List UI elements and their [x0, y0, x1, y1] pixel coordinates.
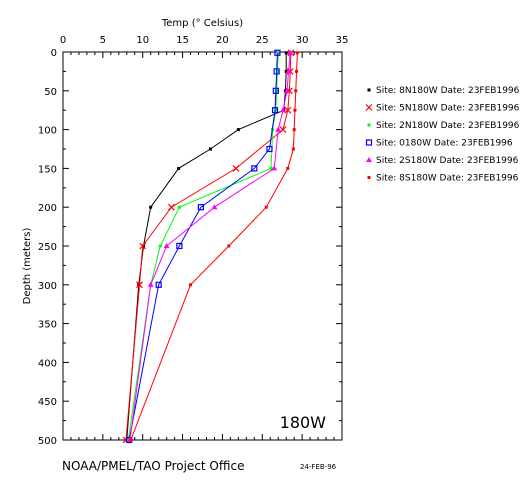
- data-point: [155, 281, 162, 288]
- legend-item: Site: 2N180W Date: 23FEB1996: [367, 121, 520, 131]
- legend: Site: 8N180W Date: 23FEB1996 Site: 5N180W…: [365, 86, 520, 184]
- legend-marker: [367, 176, 371, 179]
- y-tick-label: 400: [38, 358, 57, 369]
- series-5: [129, 51, 299, 442]
- data-point: [293, 108, 297, 112]
- legend-label: Site: 8N180W Date: 23FEB1996: [376, 86, 520, 96]
- series-layer: [122, 49, 299, 444]
- legend-label: Site: 8S180W Date: 23FEB1996: [376, 174, 519, 184]
- data-point: [291, 147, 295, 151]
- legend-item: Site: 2S180W Date: 23FEB1996: [366, 156, 519, 166]
- data-point: [274, 108, 278, 112]
- data-point: [269, 166, 273, 170]
- legend-item: Site: 5N180W Date: 23FEB1996: [365, 104, 520, 114]
- data-point: [197, 204, 205, 211]
- legend-item: Site: 0180W Date: 23FEB1996: [365, 139, 513, 149]
- legend-label: Site: 5N180W Date: 23FEB1996: [376, 104, 520, 114]
- data-point: [211, 204, 218, 210]
- footer-credit: NOAA/PMEL/TAO Project Office: [62, 459, 244, 473]
- x-tick-label: 30: [296, 35, 309, 46]
- data-point: [286, 166, 290, 170]
- data-point: [287, 49, 294, 55]
- y-tick-label: 450: [38, 397, 57, 408]
- y-tick-label: 250: [38, 242, 57, 253]
- data-point: [274, 49, 281, 56]
- data-point: [227, 244, 231, 248]
- data-point: [163, 243, 170, 248]
- y-tick-label: 200: [38, 203, 57, 214]
- data-point: [275, 89, 279, 93]
- legend-item: Site: 8S180W Date: 23FEB1996: [367, 174, 519, 184]
- data-point: [189, 283, 193, 287]
- data-point: [139, 242, 147, 250]
- legend-label: Site: 2S180W Date: 23FEB1996: [376, 156, 519, 166]
- data-point: [236, 128, 240, 132]
- data-point: [129, 438, 133, 442]
- series-line: [129, 52, 291, 441]
- data-point: [264, 205, 268, 209]
- y-tick-label: 350: [38, 320, 57, 331]
- y-tick-label: 500: [38, 436, 57, 447]
- data-point: [232, 164, 240, 172]
- data-point: [271, 107, 279, 114]
- x-tick-label: 25: [256, 35, 269, 46]
- data-point: [275, 69, 279, 73]
- data-point: [176, 242, 183, 250]
- legend-label: Site: 0180W Date: 23FEB1996: [376, 139, 513, 149]
- data-point: [275, 126, 282, 132]
- x-tick-label: 35: [336, 35, 349, 46]
- series-line: [125, 52, 292, 441]
- y-tick-label: 50: [44, 87, 57, 98]
- x-tick-label: 20: [216, 35, 229, 46]
- data-point: [276, 51, 280, 55]
- data-point: [272, 87, 279, 94]
- data-point: [177, 166, 181, 170]
- y-tick-label: 150: [38, 164, 57, 175]
- data-point: [285, 68, 292, 74]
- data-point: [294, 89, 298, 93]
- data-point: [284, 51, 288, 55]
- legend-marker: [367, 123, 371, 127]
- y-tick-label: 300: [38, 281, 57, 292]
- data-point: [167, 203, 175, 211]
- data-point: [149, 205, 153, 209]
- legend-item: Site: 8N180W Date: 23FEB1996: [367, 86, 520, 96]
- series-line: [128, 52, 278, 441]
- data-point: [295, 51, 299, 55]
- y-axis-title: Depth (meters): [22, 228, 33, 305]
- data-point: [283, 87, 290, 93]
- legend-marker: [367, 88, 371, 92]
- data-point: [295, 69, 299, 73]
- data-point: [251, 165, 258, 172]
- data-point: [273, 68, 280, 75]
- data-point: [136, 281, 143, 289]
- y-tick-label: 0: [51, 48, 57, 59]
- data-point: [271, 165, 278, 171]
- x-tick-label: 5: [100, 35, 106, 46]
- data-point: [292, 128, 296, 132]
- data-point: [158, 244, 162, 248]
- y-tick-label: 100: [38, 126, 57, 137]
- data-point: [266, 145, 273, 153]
- data-point: [208, 147, 212, 151]
- data-point: [177, 205, 181, 209]
- x-tick-label: 15: [176, 35, 189, 46]
- date-stamp: 24-FEB-96: [300, 463, 337, 471]
- legend-label: Site: 2N180W Date: 23FEB1996: [376, 121, 520, 131]
- series-4: [126, 49, 294, 442]
- x-tick-label: 0: [60, 35, 66, 46]
- x-axis-title: Temp (° Celsius): [161, 18, 243, 29]
- legend-marker: [366, 157, 372, 162]
- axes: 0 5 10 15 20 25 30 3505010015020025030035040045…: [38, 35, 348, 447]
- legend-marker: [365, 104, 373, 111]
- legend-marker: [365, 139, 373, 146]
- location-annotation: 180W: [280, 413, 327, 432]
- data-point: [284, 69, 288, 73]
- x-tick-label: 10: [136, 35, 149, 46]
- data-point: [280, 107, 287, 113]
- data-point: [147, 281, 154, 287]
